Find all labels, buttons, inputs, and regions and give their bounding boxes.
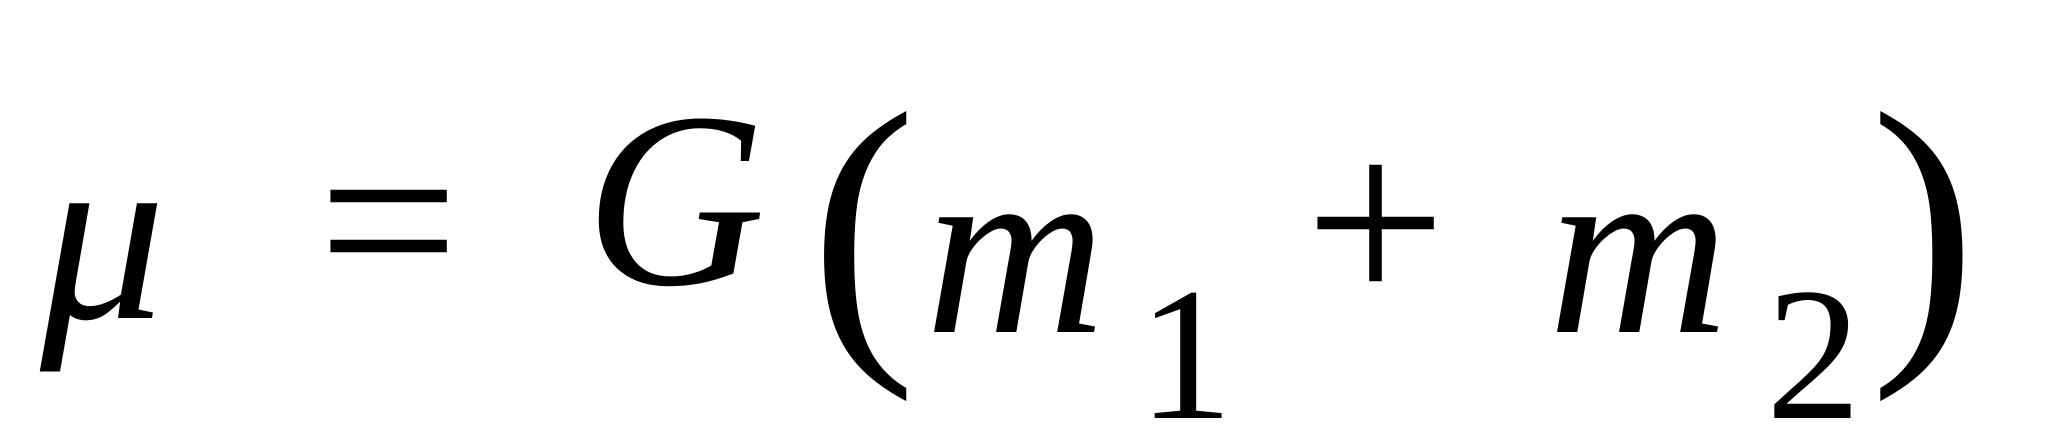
right-parenthesis: ) <box>1870 49 1977 403</box>
mu-symbol: μ <box>40 96 166 373</box>
gravitational-constant: G <box>585 62 766 339</box>
plus-sign: + <box>1305 84 1446 361</box>
mass-two-base: m <box>1548 110 1729 387</box>
mass-two-subscript: 2 <box>1766 250 1861 436</box>
mass-one-subscript: 1 <box>1138 250 1233 436</box>
mass-one-base: m <box>925 110 1106 387</box>
left-parenthesis: ( <box>810 49 917 403</box>
equals-sign: = <box>318 82 459 359</box>
